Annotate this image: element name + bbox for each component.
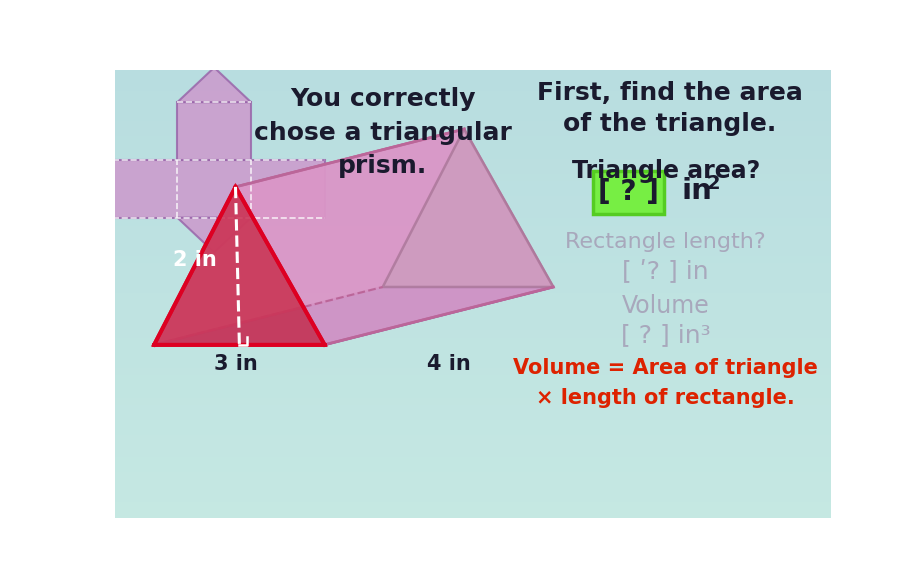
Bar xyxy=(115,196,831,204)
Text: 4 in: 4 in xyxy=(426,354,471,374)
Bar xyxy=(115,502,831,510)
Bar xyxy=(115,413,831,421)
Bar xyxy=(115,99,831,107)
Bar xyxy=(115,391,831,399)
Bar xyxy=(115,465,831,473)
Text: 2 in: 2 in xyxy=(174,250,217,270)
Bar xyxy=(115,405,831,413)
Polygon shape xyxy=(103,160,325,218)
Bar xyxy=(115,84,831,93)
Bar xyxy=(115,226,831,234)
Bar xyxy=(115,510,831,518)
Polygon shape xyxy=(177,102,251,160)
Text: [ ʹ? ] in: [ ʹ? ] in xyxy=(622,260,709,283)
Text: 3 in: 3 in xyxy=(213,354,258,374)
Bar xyxy=(115,166,831,175)
Bar xyxy=(115,473,831,481)
Bar xyxy=(115,428,831,436)
Bar xyxy=(115,181,831,189)
Text: [ ? ]: [ ? ] xyxy=(598,178,659,206)
Text: Rectangle length?: Rectangle length? xyxy=(565,232,766,253)
Bar xyxy=(115,308,831,317)
Bar xyxy=(115,136,831,144)
Text: Volume: Volume xyxy=(622,294,710,318)
Bar xyxy=(115,271,831,279)
Bar xyxy=(115,323,831,331)
Bar xyxy=(115,495,831,503)
Bar xyxy=(115,346,831,354)
Bar xyxy=(115,211,831,219)
Bar xyxy=(115,173,831,182)
Text: Volume = Area of triangle
× length of rectangle.: Volume = Area of triangle × length of re… xyxy=(513,359,818,408)
Bar xyxy=(115,480,831,488)
Bar xyxy=(115,442,831,450)
Polygon shape xyxy=(154,129,464,345)
Bar xyxy=(115,487,831,496)
Bar xyxy=(115,91,831,100)
Bar xyxy=(115,129,831,137)
Bar xyxy=(115,293,831,301)
Text: First, find the area
of the triangle.: First, find the area of the triangle. xyxy=(536,80,802,136)
Text: [ ? ] in³: [ ? ] in³ xyxy=(621,324,711,347)
Bar xyxy=(115,457,831,466)
Bar xyxy=(115,450,831,458)
Bar xyxy=(115,338,831,346)
Bar xyxy=(115,368,831,376)
Text: in: in xyxy=(681,177,712,205)
Bar xyxy=(115,435,831,443)
Bar xyxy=(115,218,831,227)
Bar xyxy=(115,249,831,257)
Bar xyxy=(115,286,831,294)
Bar xyxy=(115,315,831,324)
Bar xyxy=(115,383,831,391)
Bar xyxy=(115,241,831,249)
Bar xyxy=(115,69,831,77)
Bar xyxy=(115,233,831,242)
Bar xyxy=(115,144,831,152)
Polygon shape xyxy=(154,287,553,345)
Polygon shape xyxy=(383,129,553,287)
Text: You correctly
chose a triangular
prism.: You correctly chose a triangular prism. xyxy=(254,87,511,179)
Bar xyxy=(115,278,831,286)
FancyBboxPatch shape xyxy=(593,171,664,214)
Bar xyxy=(115,263,831,272)
Bar xyxy=(115,398,831,406)
Polygon shape xyxy=(154,187,325,345)
Bar xyxy=(115,256,831,264)
Bar xyxy=(115,77,831,85)
Bar xyxy=(115,331,831,339)
Polygon shape xyxy=(235,129,553,345)
Bar xyxy=(115,204,831,212)
Bar xyxy=(115,159,831,167)
Polygon shape xyxy=(177,68,251,102)
Bar xyxy=(115,151,831,159)
Text: 2: 2 xyxy=(707,173,720,193)
Bar xyxy=(115,122,831,130)
Bar xyxy=(115,353,831,361)
Text: Triangle area?: Triangle area? xyxy=(571,159,760,183)
Polygon shape xyxy=(177,218,251,253)
Bar xyxy=(115,189,831,197)
Bar xyxy=(115,107,831,115)
Bar xyxy=(115,301,831,309)
Bar xyxy=(115,375,831,384)
Bar xyxy=(115,360,831,368)
Bar xyxy=(115,420,831,428)
Bar xyxy=(115,114,831,122)
